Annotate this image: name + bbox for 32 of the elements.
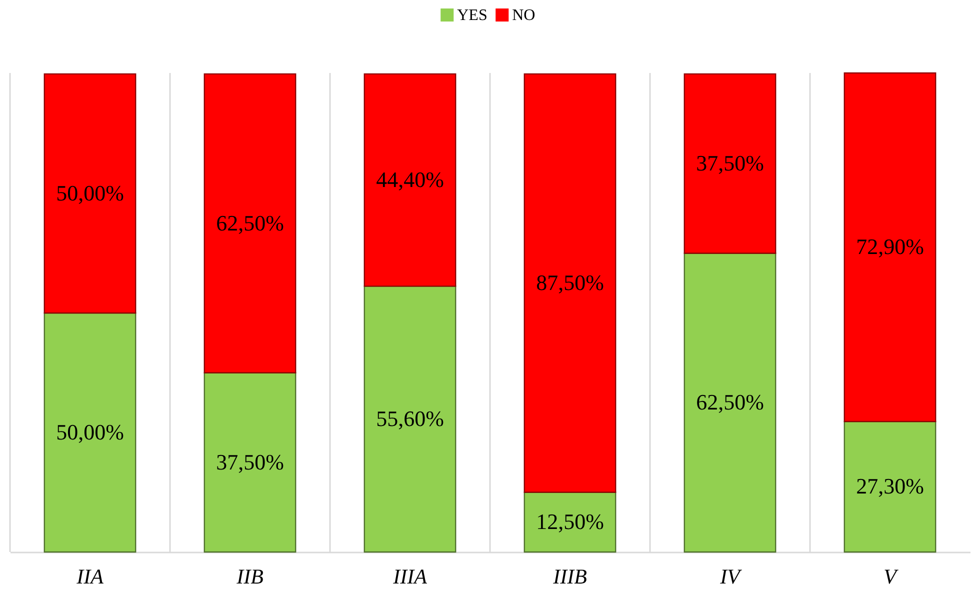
data-label: 62,50% (216, 210, 284, 236)
data-label: 37,50% (696, 150, 764, 176)
data-label: 12,50% (536, 509, 604, 534)
x-tick-label: IV (719, 564, 742, 588)
bar (364, 73, 456, 287)
bar (844, 420, 936, 553)
x-tick-label: IIA (76, 564, 104, 588)
data-label: 87,50% (536, 270, 604, 296)
bar (524, 492, 616, 553)
bar (684, 73, 776, 254)
bar (844, 72, 936, 422)
x-tick-label: IIIB (552, 564, 588, 588)
x-tick-label: V (884, 564, 899, 588)
data-label: 37,50% (216, 449, 284, 474)
bar (44, 312, 136, 553)
bar (204, 372, 296, 553)
data-label: 50,00% (56, 419, 124, 444)
legend-label: YES (457, 7, 488, 24)
data-label: 50,00% (56, 180, 124, 206)
x-tick-label: IIIA (392, 564, 428, 588)
bar (524, 73, 616, 493)
data-label: 72,90% (856, 234, 924, 260)
x-tick-label: IIB (236, 564, 264, 588)
data-label: 44,40% (376, 167, 444, 192)
data-label: 55,60% (376, 406, 444, 432)
bar (44, 73, 136, 314)
bar (204, 73, 296, 374)
bar (364, 286, 456, 553)
data-label: 62,50% (696, 390, 764, 415)
legend-label: NO (512, 7, 536, 24)
bar (684, 252, 776, 553)
data-label: 27,30% (856, 474, 924, 499)
